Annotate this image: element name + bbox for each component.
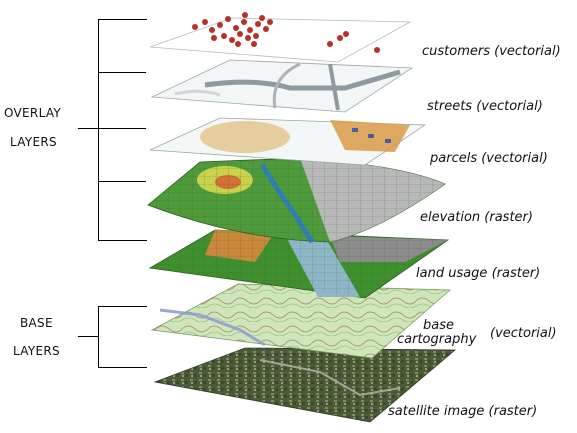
base-brace (98, 306, 147, 368)
base-group-label-line1: BASE (20, 316, 53, 330)
layer-label-parcels: parcels (vectorial) (430, 151, 548, 166)
customer-dot (202, 19, 208, 25)
customer-dot (255, 21, 261, 27)
customer-dot (211, 35, 217, 41)
layer-label-base-line1: base (423, 318, 454, 333)
customer-dot (247, 27, 253, 33)
customer-dot (233, 25, 239, 31)
overlay-brace-tick (98, 128, 146, 129)
layer-label-streets: streets (vectorial) (427, 99, 543, 114)
layer-label-satellite: satellite image (raster) (388, 404, 538, 419)
customer-dot (192, 24, 198, 30)
overlay-brace-top (98, 19, 147, 241)
layer-label-customers: customers (vectorial) (422, 44, 561, 59)
customer-dot (225, 16, 231, 22)
overlay-brace-stem (78, 128, 98, 129)
customer-dot (245, 35, 251, 41)
base-cartography-layer (150, 283, 452, 359)
customer-dot (327, 41, 333, 47)
customer-dot (374, 47, 380, 53)
customer-dot (242, 12, 248, 18)
customers-layer (149, 12, 412, 63)
overlay-group-label-line2: LAYERS (10, 135, 57, 149)
satellite-image-layer (153, 347, 457, 423)
parcels-layer (149, 117, 427, 166)
customer-dot (209, 27, 215, 33)
customer-dot (343, 31, 349, 37)
customer-dot (237, 31, 243, 37)
overlay-brace-tick (98, 181, 146, 182)
customer-dot (253, 33, 259, 39)
streets-layer (150, 59, 414, 113)
layer-label-elevation: elevation (raster) (420, 210, 533, 225)
base-group-label-line2: LAYERS (13, 344, 60, 358)
layer-label-land-usage: land usage (raster) (416, 266, 541, 281)
customer-dot (251, 41, 257, 47)
land-usage-layer (148, 229, 450, 299)
customer-dot (221, 33, 227, 39)
elevation-layer (147, 157, 446, 244)
customer-dot (241, 19, 247, 25)
base-brace-stem (78, 336, 98, 337)
overlay-brace-tick (98, 72, 146, 73)
layer-label-base-line2: cartography (397, 332, 477, 347)
layer-label-base-suffix: (vectorial) (490, 326, 557, 341)
customer-dot (263, 26, 269, 32)
customer-dot (267, 19, 273, 25)
customer-dot (229, 37, 235, 43)
customer-dot (235, 41, 241, 47)
overlay-group-label-line1: OVERLAY (4, 106, 62, 120)
customer-dot (259, 15, 265, 21)
customer-dot (337, 35, 343, 41)
customer-dot (217, 22, 223, 28)
